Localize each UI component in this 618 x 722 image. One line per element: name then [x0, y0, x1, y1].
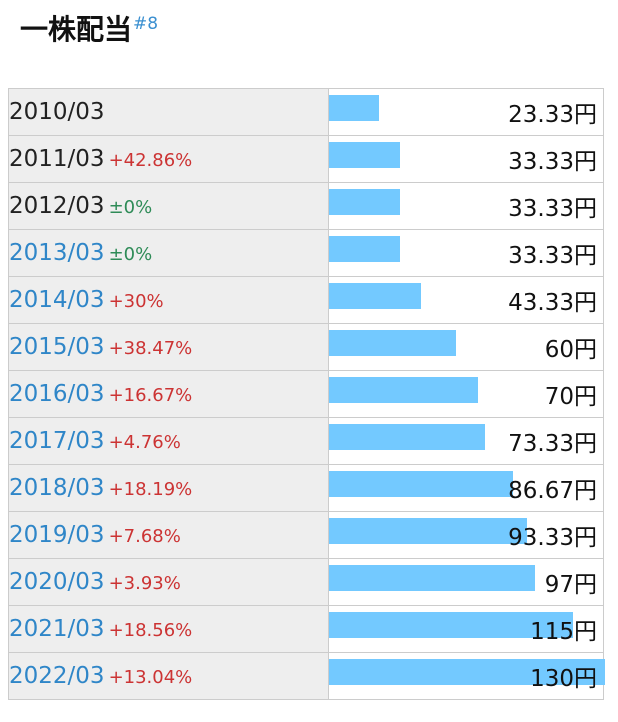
bar-cell: 33.33円: [328, 182, 604, 230]
dividend-bar: [329, 612, 573, 638]
table-row: 2020/03 +3.93% 97円: [8, 558, 604, 606]
dividend-value: 86.67円: [508, 478, 597, 504]
bar-cell: 60円: [328, 323, 604, 371]
bar-cell: 33.33円: [328, 229, 604, 277]
change-percent: +7.68%: [108, 526, 181, 547]
dividend-value: 97円: [544, 572, 597, 598]
change-percent: +18.56%: [108, 620, 193, 641]
dividend-value: 33.33円: [508, 196, 597, 222]
year-cell: 2013/03 ±0%: [8, 229, 329, 277]
change-percent: +30%: [108, 291, 164, 312]
dividend-bar: [329, 424, 485, 450]
dividend-rows: 2010/03 23.33円 2011/03 +42.86% 33.33円 2012/03…: [8, 88, 605, 700]
table-row: 2019/03 +7.68% 93.33円: [8, 511, 604, 559]
bar-cell: 70円: [328, 370, 604, 418]
year-cell: 2022/03 +13.04%: [8, 652, 329, 700]
table-row: 2015/03 +38.47% 60円: [8, 323, 604, 371]
fiscal-year-label[interactable]: 2022/03: [9, 663, 105, 689]
dividend-bar: [329, 283, 421, 309]
bar-cell: 115円: [328, 605, 604, 653]
section-header: 一株配当#8: [20, 8, 158, 48]
table-row: 2011/03 +42.86% 33.33円: [8, 135, 604, 183]
dividend-value: 130円: [530, 666, 597, 692]
fiscal-year-label[interactable]: 2015/03: [9, 334, 105, 360]
dividend-value: 93.33円: [508, 525, 597, 551]
change-percent: ±0%: [108, 244, 153, 265]
table-row: 2018/03 +18.19% 86.67円: [8, 464, 604, 512]
change-percent: +18.19%: [108, 479, 193, 500]
dividend-bar: [329, 236, 400, 262]
change-percent: +38.47%: [108, 338, 193, 359]
fiscal-year-label: 2012/03: [9, 193, 105, 219]
dividend-bar: [329, 518, 527, 544]
bar-cell: 93.33円: [328, 511, 604, 559]
section-anchor-link[interactable]: #8: [133, 13, 159, 34]
year-cell: 2019/03 +7.68%: [8, 511, 329, 559]
dividend-bar: [329, 471, 513, 497]
bar-cell: 23.33円: [328, 88, 604, 136]
fiscal-year-label: 2011/03: [9, 146, 105, 172]
bar-cell: 43.33円: [328, 276, 604, 324]
year-cell: 2011/03 +42.86%: [8, 135, 329, 183]
dividend-value: 73.33円: [508, 431, 597, 457]
dividend-table: 2010/03 23.33円 2011/03 +42.86% 33.33円 2012/03…: [8, 88, 605, 700]
bar-cell: 130円: [328, 652, 605, 700]
bar-cell: 86.67円: [328, 464, 604, 512]
dividend-value: 60円: [544, 337, 597, 363]
dividend-value: 33.33円: [508, 243, 597, 269]
fiscal-year-label[interactable]: 2020/03: [9, 569, 105, 595]
year-cell: 2018/03 +18.19%: [8, 464, 329, 512]
fiscal-year-label[interactable]: 2016/03: [9, 381, 105, 407]
table-row: 2022/03 +13.04% 130円: [8, 652, 605, 700]
fiscal-year-label: 2010/03: [9, 99, 105, 125]
table-row: 2013/03 ±0% 33.33円: [8, 229, 604, 277]
change-percent: +3.93%: [108, 573, 181, 594]
bar-cell: 73.33円: [328, 417, 604, 465]
dividend-bar: [329, 189, 400, 215]
fiscal-year-label[interactable]: 2019/03: [9, 522, 105, 548]
year-cell: 2021/03 +18.56%: [8, 605, 329, 653]
year-cell: 2015/03 +38.47%: [8, 323, 329, 371]
dividend-bar: [329, 565, 535, 591]
dividend-value: 70円: [544, 384, 597, 410]
dividend-bar: [329, 330, 456, 356]
change-percent: +4.76%: [108, 432, 181, 453]
table-row: 2016/03 +16.67% 70円: [8, 370, 604, 418]
dividend-value: 33.33円: [508, 149, 597, 175]
dividend-bar: [329, 377, 478, 403]
fiscal-year-label[interactable]: 2018/03: [9, 475, 105, 501]
fiscal-year-label[interactable]: 2014/03: [9, 287, 105, 313]
table-row: 2010/03 23.33円: [8, 88, 604, 136]
table-row: 2012/03 ±0% 33.33円: [8, 182, 604, 230]
dividend-value: 23.33円: [508, 102, 597, 128]
dividend-bar: [329, 95, 379, 121]
change-percent: +13.04%: [108, 667, 193, 688]
year-cell: 2016/03 +16.67%: [8, 370, 329, 418]
change-percent: ±0%: [108, 197, 153, 218]
table-row: 2017/03 +4.76% 73.33円: [8, 417, 604, 465]
change-percent: +42.86%: [108, 150, 193, 171]
dividend-bar: [329, 659, 605, 685]
year-cell: 2020/03 +3.93%: [8, 558, 329, 606]
change-percent: +16.67%: [108, 385, 193, 406]
fiscal-year-label[interactable]: 2013/03: [9, 240, 105, 266]
bar-cell: 33.33円: [328, 135, 604, 183]
bar-cell: 97円: [328, 558, 604, 606]
fiscal-year-label[interactable]: 2021/03: [9, 616, 105, 642]
table-row: 2021/03 +18.56% 115円: [8, 605, 604, 653]
year-cell: 2010/03: [8, 88, 329, 136]
page-title: 一株配当: [20, 13, 133, 46]
fiscal-year-label[interactable]: 2017/03: [9, 428, 105, 454]
dividend-bar: [329, 142, 400, 168]
year-cell: 2014/03 +30%: [8, 276, 329, 324]
year-cell: 2012/03 ±0%: [8, 182, 329, 230]
dividend-value: 43.33円: [508, 290, 597, 316]
year-cell: 2017/03 +4.76%: [8, 417, 329, 465]
dividend-value: 115円: [530, 619, 597, 645]
table-row: 2014/03 +30% 43.33円: [8, 276, 604, 324]
